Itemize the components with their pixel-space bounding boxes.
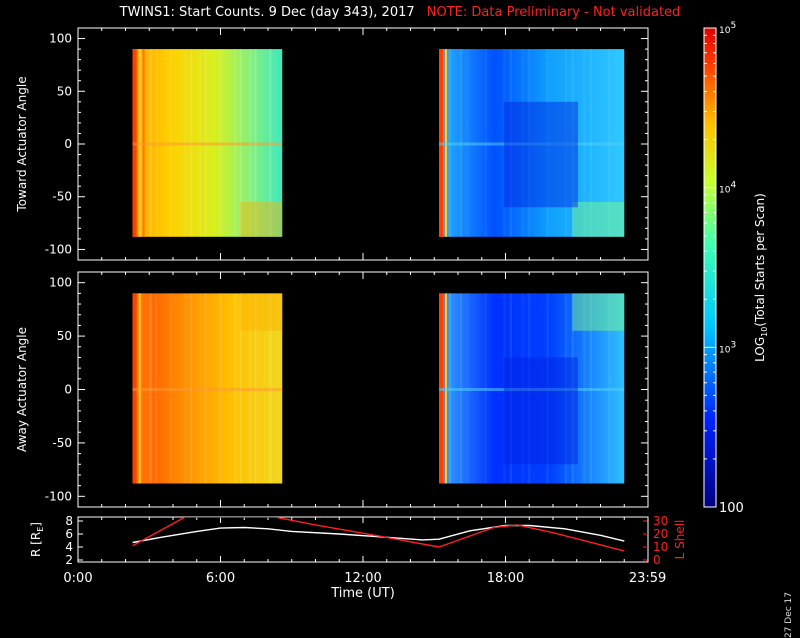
x-axis-label: Time (UT) [330,586,395,600]
heatmap-corner [572,202,625,237]
y-tick-label: 0 [64,383,72,397]
colorbar-gradient [703,27,717,508]
right-y-tick-label: 30 [653,514,668,528]
heatmap-corner [240,202,283,237]
credit-date: 27 Dec 17 [784,592,794,638]
y-tick-label: 50 [57,84,72,98]
y-tick-label: 0 [64,137,72,151]
right-y-tick-label: 20 [653,527,668,541]
y-tick-label: 100 [49,276,72,290]
y-tick-label: -50 [52,190,72,204]
x-tick-label: 0:00 [63,571,92,586]
plot-frame [77,516,649,563]
heatmap-corner [572,293,625,331]
left-y-tick-label: 4 [65,540,73,554]
zero-angle-band [439,142,625,146]
zero-angle-band [132,388,283,391]
left-y-tick-label: 8 [65,514,73,528]
title-note: NOTE: Data Preliminary - Not validated [426,5,681,20]
x-tick-label: 23:59 [629,571,666,586]
heatmap-corner [240,293,283,331]
colorbar-label: LOG10(Total Starts per Scan) [753,193,769,362]
y-tick-label: -100 [45,242,72,256]
right-y-axis-label: L Shell [673,520,687,560]
panel-top: 100 50 0 -50 -100 Toward Actuator Angle [15,27,649,261]
left-y-axis-label: R [RE] [29,522,45,557]
data-block [439,293,625,484]
heatmap-low-patch [503,357,578,465]
data-block [132,49,283,237]
lshell-series-line [132,517,625,552]
colorbar-tick-label: 104 [719,181,736,196]
y-tick-label: 50 [57,329,72,343]
colorbar-tick-label: 100 [719,501,744,516]
x-tick-label: 18:00 [487,571,524,586]
left-y-tick-label: 6 [65,527,73,541]
panel-middle: 100 50 0 -50 -100 Away Actuator Angle [15,271,649,508]
left-y-tick-label: 2 [65,553,73,567]
x-tick-label: 6:00 [206,571,235,586]
data-block [439,49,625,237]
data-block [132,293,283,484]
right-y-tick-label: 10 [653,540,668,554]
y-axis-label: Toward Actuator Angle [15,76,29,212]
y-tick-label: -50 [52,436,72,450]
chart-title: TWINS1: Start Counts. 9 Dec (day 343), 2… [0,5,800,23]
colorbar-tick-label: 103 [719,340,736,355]
colorbar: 105 104 103 100 LOG10(Total Starts per Scan) [703,21,769,516]
heatmap-low-patch [503,101,578,208]
y-tick-label: -100 [45,489,72,503]
colorbar-tick-label: 105 [719,21,736,36]
zero-angle-band [132,142,283,146]
y-tick-label: 100 [49,32,72,46]
y-axis-label: Away Actuator Angle [15,327,29,452]
title-main: TWINS1: Start Counts. 9 Dec (day 343), 2… [119,5,415,20]
right-y-tick-label: 0 [653,553,661,567]
zero-angle-band [439,388,625,391]
x-tick-label: 12:00 [344,571,381,586]
